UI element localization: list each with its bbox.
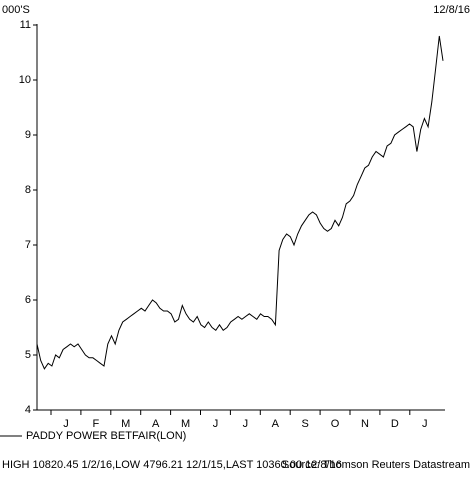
x-tick-label: J (243, 418, 249, 430)
x-tick-label: M (181, 418, 190, 430)
legend-label: PADDY POWER BETFAIR(LON) (26, 430, 186, 442)
unit-label: 000'S (2, 4, 30, 16)
y-tick-label: 11 (20, 19, 31, 31)
y-tick-label: 4 (25, 404, 31, 416)
x-tick-label: J (213, 418, 219, 430)
y-tick-label: 7 (25, 239, 31, 251)
x-tick-label: N (361, 418, 369, 430)
x-tick-label: S (301, 418, 308, 430)
y-tick-label: 8 (25, 184, 31, 196)
y-tick-label: 10 (19, 74, 31, 86)
date-label: 12/8/16 (433, 4, 470, 16)
source: Source: Thomson Reuters Datastream (282, 459, 470, 471)
footer: HIGH 10820.45 1/2/16,LOW 4796.21 12/1/15… (2, 459, 342, 471)
y-tick-label: 6 (25, 294, 31, 306)
price-line (36, 35, 444, 370)
y-tick-label: 9 (25, 129, 31, 141)
x-tick-label: J (63, 418, 69, 430)
x-tick-label: A (272, 418, 280, 430)
x-tick-label: A (152, 418, 160, 430)
x-tick-label: J (422, 418, 428, 430)
x-tick-label: M (121, 418, 130, 430)
y-tick-label: 5 (25, 349, 31, 361)
x-tick-label: F (92, 418, 99, 430)
x-tick-label: D (391, 418, 399, 430)
x-tick-label: O (331, 418, 340, 430)
